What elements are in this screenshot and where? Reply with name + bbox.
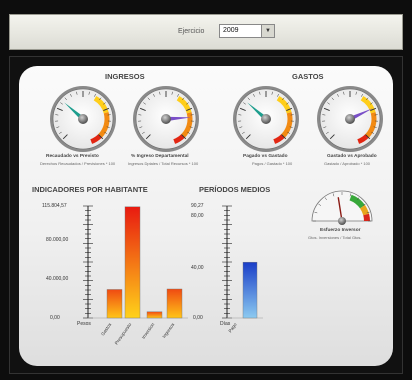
gauge-caption-1: Recaudado vs Previsto	[46, 154, 99, 159]
gauge-caption-4: Gastado vs Aprobado	[327, 154, 377, 159]
chart2-ytick-2: 80,00	[191, 213, 204, 219]
chart2-ytick-top: 90,27	[191, 203, 204, 209]
ejercicio-label: Ejercicio	[178, 28, 205, 35]
chart1-ylabel: Pesos	[77, 321, 91, 327]
section-gastos: GASTOS	[292, 72, 324, 81]
gauge-sub-4: Gastado / Aprobado * 100	[324, 161, 371, 166]
chart2-ytick-bottom: 0,00	[193, 315, 203, 321]
small-gauge-sub: Gtos. Inversiones / Total Gtos.	[308, 235, 362, 240]
gauge-caption-2: % Ingreso Departamental	[131, 154, 189, 159]
chart2-ylabel: Días	[220, 321, 231, 327]
year-value: 2009	[223, 27, 239, 34]
chart1-ytick-bottom: 0,00	[50, 315, 60, 321]
dashboard-panel	[19, 66, 393, 366]
chart1-ytick-2: 80.000,00	[46, 237, 69, 243]
chart2-ytick-3: 40,00	[191, 265, 204, 271]
gauge-caption-3: Pagado vs Gastado	[243, 154, 288, 159]
section-ingresos: INGRESOS	[105, 72, 145, 81]
chart1-ytick-top: 115.804,57	[42, 203, 67, 209]
small-gauge-caption: Esfuerzo Inversor	[320, 228, 361, 233]
toolbar: Ejercicio 2009 ▼	[9, 14, 403, 50]
section-periodos: PERÍODOS MEDIOS	[199, 185, 271, 194]
chart1-ytick-3: 40.000,00	[46, 276, 69, 282]
year-select[interactable]: 2009 ▼	[219, 24, 275, 38]
chevron-down-icon[interactable]: ▼	[261, 25, 274, 37]
gauge-sub-2: Ingresos Dptales / Total Recursos * 100	[128, 161, 199, 166]
section-indicadores: INDICADORES POR HABITANTE	[32, 185, 148, 194]
gauge-sub-3: Pagos / Gastado * 100	[252, 161, 293, 166]
gauge-sub-1: Derechos Recaudados / Previsiones * 100	[40, 161, 116, 166]
